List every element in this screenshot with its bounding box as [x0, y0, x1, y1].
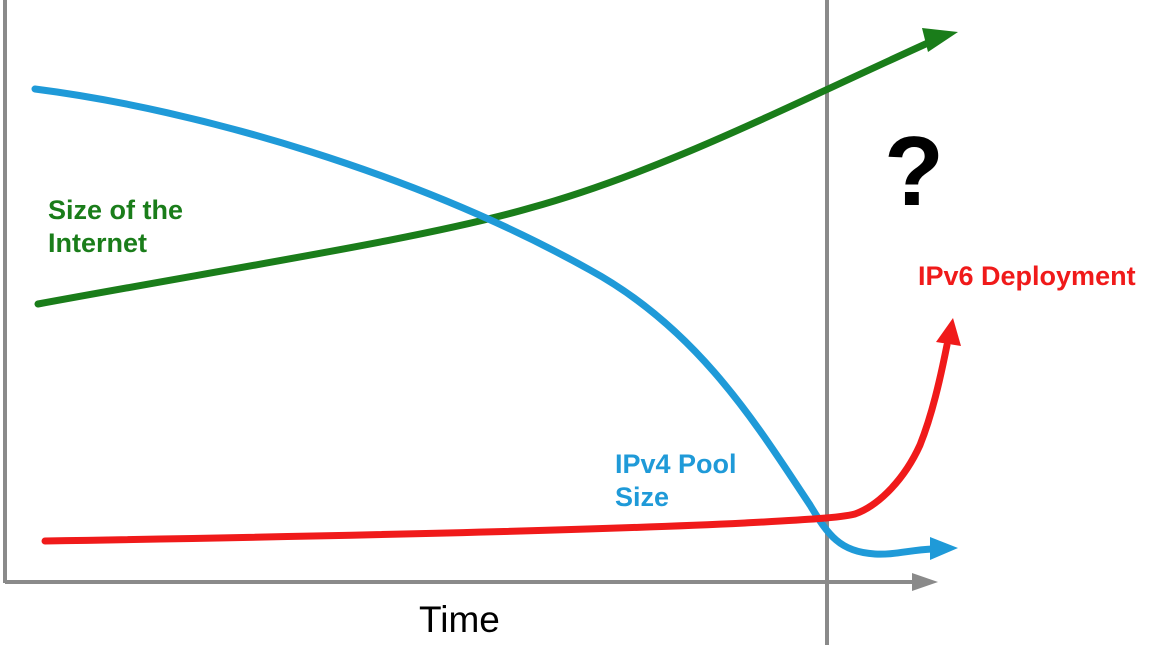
internet-size-label: Size of the Internet [48, 194, 183, 260]
x-axis-label: Time [419, 599, 500, 640]
internet-size-label-line2: Internet [48, 227, 148, 258]
ipv6-deployment-curve [41, 341, 951, 545]
internet-size-label-line1: Size of the [48, 195, 184, 225]
question-mark: ? [884, 116, 944, 226]
ipv6-deployment-label: IPv6 Deployment [918, 261, 1136, 291]
ipv4-pool-label: IPv4 Pool Size [615, 448, 737, 514]
x-axis-arrowhead [912, 573, 938, 591]
ipv4-pool-curve [31, 85, 936, 558]
ipv4-pool-label-line2: Size [615, 481, 670, 512]
internet-size-curve [34, 38, 934, 308]
ipv6-deployment-arrowhead [936, 318, 961, 346]
internet-size-arrowhead [922, 28, 958, 52]
ipv4-pool-label-line1: IPv4 Pool [615, 449, 737, 479]
ipv4-pool-arrowhead [930, 537, 958, 560]
